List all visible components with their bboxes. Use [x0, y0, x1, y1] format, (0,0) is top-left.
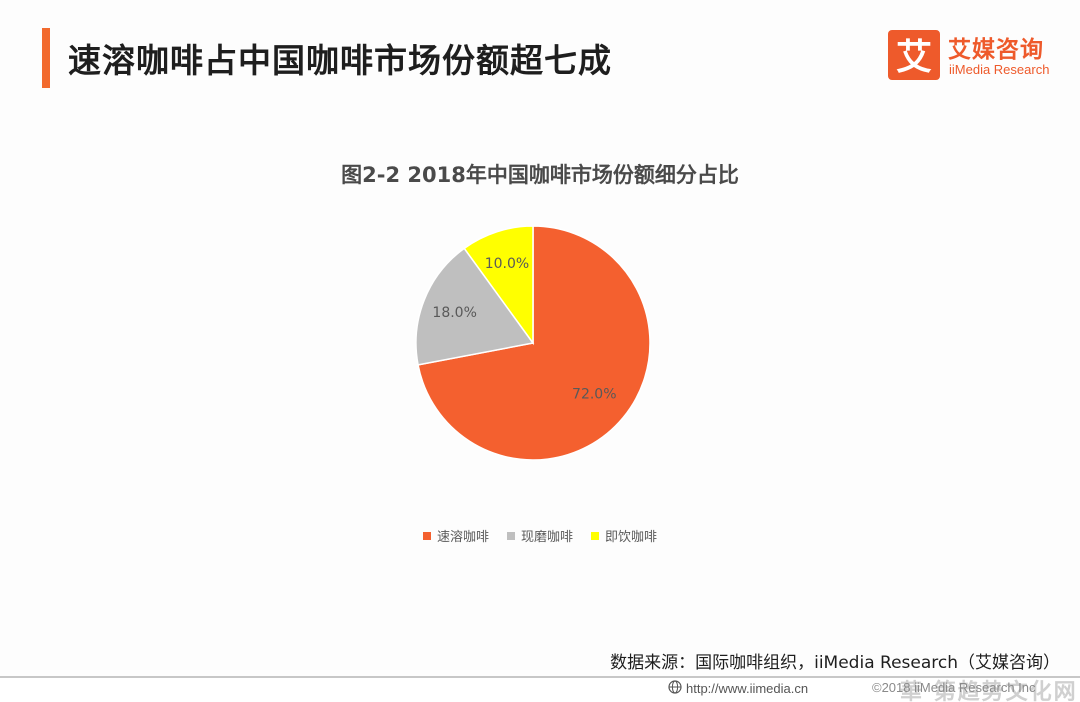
page-title: 速溶咖啡占中国咖啡市场份额超七成 [68, 41, 612, 80]
legend-label-1: 速溶咖啡 [436, 530, 489, 545]
iimedia-logo: 艾 艾媒咨询 iiMedia Research [888, 30, 1068, 84]
logo-subtitle: iiMedia Research [949, 62, 1050, 77]
pie-chart: 72.0% 18.0% 10.0% [415, 225, 651, 461]
footer-divider [0, 676, 1080, 678]
pie-data-label-1: 72.0% [572, 387, 616, 403]
legend-label-2: 现磨咖啡 [520, 530, 573, 545]
legend-label-3: 即饮咖啡 [605, 530, 658, 545]
legend-item-3: 即饮咖啡 [591, 526, 657, 545]
logo-mark-char: 艾 [896, 37, 932, 78]
legend-item-2: 现磨咖啡 [506, 526, 573, 545]
slide: 速溶咖啡占中国咖啡市场份额超七成 艾 艾媒咨询 iiMedia Research… [0, 28, 1080, 673]
footer-url-text: http://www.iimedia.cn [686, 681, 809, 696]
footer-copyright: ©2018 iiMedia Research Inc [872, 680, 1036, 695]
pie-slice-3 [463, 225, 534, 346]
watermark: 華 第趋势文化网 [900, 680, 1078, 702]
footer-url[interactable]: http://www.iimedia.cn [668, 680, 808, 697]
pie-data-label-2: 18.0% [432, 305, 476, 321]
footer: 華 第趋势文化网 http://www.iimedia.cn ©2018 iiM… [0, 678, 1080, 702]
chart-legend: 速溶咖啡 现磨咖啡 即饮咖啡 [0, 526, 1080, 545]
legend-swatch-2 [506, 531, 515, 540]
pie-slice-2 [415, 247, 535, 366]
chart-title: 图2-2 2018年中国咖啡市场份额细分占比 [341, 163, 739, 187]
pie-slice-1 [417, 225, 651, 461]
pie-data-label-3: 10.0% [485, 256, 529, 272]
globe-icon [668, 680, 682, 697]
legend-swatch-3 [591, 531, 599, 540]
logo-name: 艾媒咨询 [948, 37, 1044, 63]
source-note: 数据来源：国际咖啡组织，iiMedia Research（艾媒咨询） [610, 653, 1060, 673]
title-accent-bar [42, 28, 50, 88]
legend-item-1: 速溶咖啡 [422, 526, 489, 545]
iimedia-logo-mark: 艾 [888, 30, 940, 80]
legend-swatch-1 [422, 531, 431, 540]
